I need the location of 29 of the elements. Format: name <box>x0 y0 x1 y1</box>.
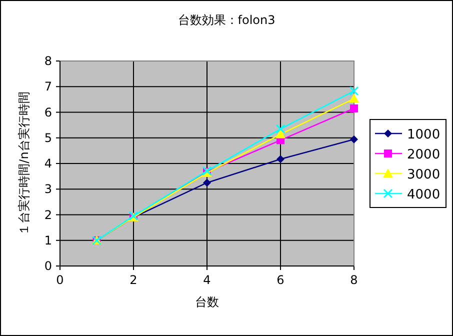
point <box>349 86 359 96</box>
legend-label: 2000 <box>407 148 440 162</box>
y-tick-label: 8 <box>44 54 52 68</box>
point <box>276 155 284 164</box>
y-tick-label: 2 <box>44 208 52 222</box>
y-tick-label: 5 <box>44 130 52 145</box>
point <box>350 135 358 144</box>
legend-label: 4000 <box>407 188 440 202</box>
point <box>203 178 211 187</box>
y-tick-label: 7 <box>44 80 52 94</box>
chart-title: 台数効果：folon3 <box>178 13 276 27</box>
x-tick-label: 2 <box>130 273 138 287</box>
legend-label: 1000 <box>407 128 440 142</box>
y-axis-title: １台実行時間/n台実行時間 <box>17 92 31 236</box>
y-tick-label: 0 <box>44 259 52 273</box>
point <box>276 129 286 138</box>
point <box>349 94 359 103</box>
legend-label: 3000 <box>407 168 440 182</box>
y-tick-label: 3 <box>44 182 52 196</box>
point <box>276 124 286 134</box>
y-tick-label: 6 <box>44 105 52 120</box>
point <box>350 104 358 112</box>
y-tick-label: 1 <box>44 233 52 248</box>
y-tick-label: 4 <box>44 156 52 170</box>
x-tick-label: 0 <box>56 273 64 287</box>
x-tick-label: 6 <box>276 273 284 287</box>
x-axis-title: 台数 <box>195 295 219 309</box>
x-tick-label: 4 <box>203 273 211 287</box>
x-tick-label: 8 <box>350 273 358 287</box>
